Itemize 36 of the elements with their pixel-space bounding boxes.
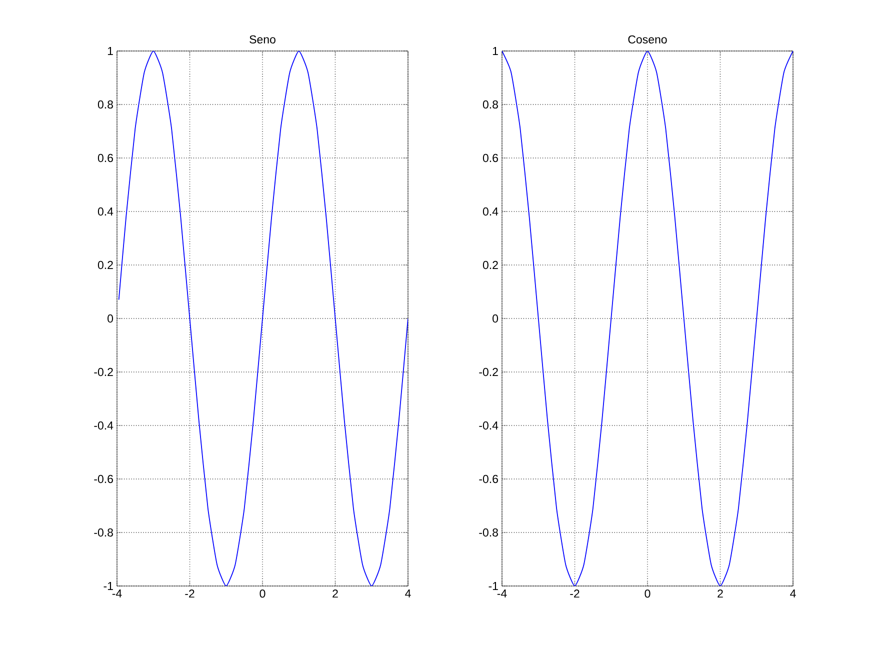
y-tick-label: 0.8 [482, 100, 498, 109]
line-series [118, 50, 408, 586]
y-tick-label: 1 [492, 47, 498, 55]
y-tick-label: -0.2 [479, 368, 498, 376]
y-tick-label: 0.8 [98, 100, 113, 109]
chart-title: Coseno [628, 35, 667, 44]
y-tick-label: -0.6 [479, 474, 498, 484]
x-tick-label: -2 [570, 590, 580, 598]
x-tick-label: 0 [260, 590, 266, 598]
y-tick-label: 0 [108, 314, 114, 323]
y-tick-label: 1 [108, 47, 113, 55]
x-tick-label: -4 [497, 590, 507, 598]
y-tick-label: -1 [488, 582, 498, 590]
y-tick-label: 0.4 [98, 207, 114, 216]
x-tick-label: 2 [332, 590, 338, 598]
y-tick-label: -0.8 [479, 528, 498, 537]
y-tick-label: 0.6 [98, 154, 113, 162]
y-tick-label: -0.4 [94, 421, 114, 430]
y-tick-label: 0.4 [482, 207, 498, 216]
y-tick-label: -1 [104, 582, 113, 590]
y-tick-label: -0.4 [479, 421, 498, 430]
line-series [502, 50, 794, 586]
y-tick-label: 0.2 [98, 260, 113, 270]
y-tick-label: 0 [492, 314, 498, 323]
y-tick-label: 0.2 [482, 260, 498, 270]
y-tick-label: 0.6 [482, 154, 498, 162]
x-tick-label: 4 [790, 590, 796, 598]
x-tick-label: -2 [185, 590, 194, 598]
chart-title: Seno [250, 35, 276, 44]
y-tick-label: -0.2 [94, 368, 113, 376]
y-tick-label: -0.8 [94, 528, 113, 537]
x-tick-label: 0 [644, 590, 650, 598]
x-tick-label: 2 [718, 590, 723, 598]
x-tick-label: -4 [112, 590, 122, 598]
x-tick-label: 4 [405, 590, 411, 598]
y-tick-label: -0.6 [94, 474, 113, 484]
